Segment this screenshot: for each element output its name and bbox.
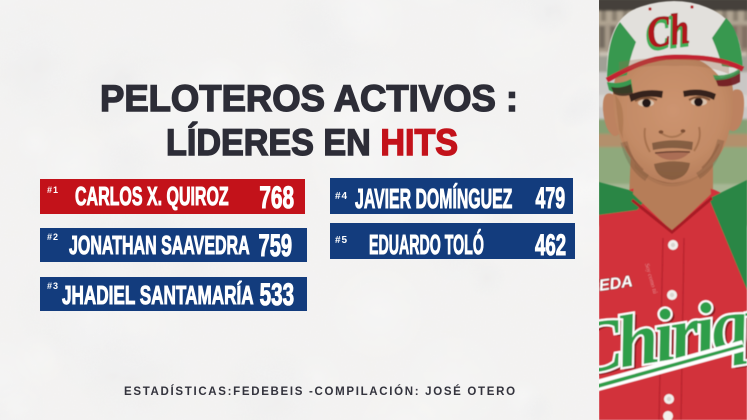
svg-text:FEDA: FEDA xyxy=(599,273,634,296)
svg-text:Ch: Ch xyxy=(644,4,692,58)
svg-text:Ch: Ch xyxy=(643,6,691,60)
